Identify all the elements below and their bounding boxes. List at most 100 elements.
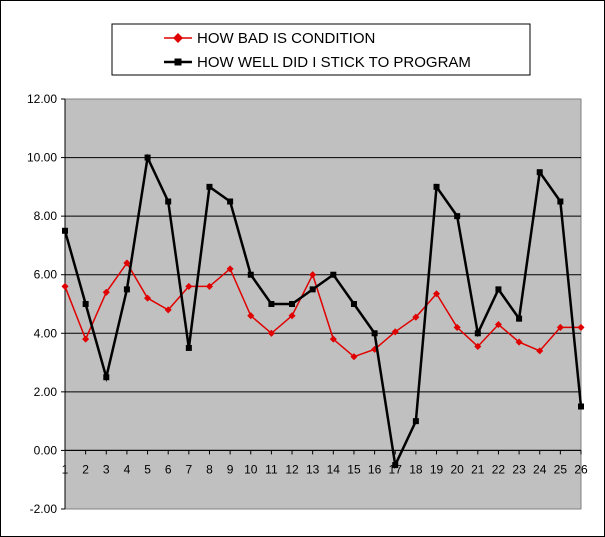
y-tick-label: -2.00 (30, 502, 58, 516)
data-point (432, 290, 441, 298)
series-line (63, 153, 583, 470)
x-tick-label: 9 (227, 462, 234, 476)
data-point (391, 328, 399, 336)
legend: HOW BAD IS CONDITION HOW WELL DID I STIC… (111, 23, 531, 76)
y-tick-label: 0.00 (34, 443, 58, 457)
x-tick-label: 13 (306, 462, 320, 476)
y-axis: 12.00 10.00 8.00 6.00 4.00 2.00 0.00 -2.00 (27, 92, 66, 516)
x-tick-label: 7 (185, 462, 192, 476)
data-point (495, 286, 502, 293)
data-point (226, 265, 234, 273)
x-tick-label: 2 (82, 462, 89, 476)
data-point (165, 198, 172, 205)
y-tick-label: 4.00 (34, 326, 58, 340)
data-point (350, 353, 358, 361)
data-point (61, 282, 69, 290)
data-point (536, 169, 543, 176)
x-tick-label: 12 (285, 462, 299, 476)
data-point (577, 323, 585, 331)
data-point (412, 313, 420, 321)
data-point (268, 301, 275, 307)
legend-label-series-1: HOW BAD IS CONDITION (197, 30, 375, 47)
data-point (350, 301, 357, 307)
y-tick-label: 8.00 (34, 209, 58, 223)
data-point (515, 338, 523, 346)
x-tick-label: 21 (471, 462, 485, 476)
series-1 (61, 259, 585, 361)
x-tick-label: 24 (533, 462, 547, 476)
data-point (185, 282, 193, 290)
data-point (82, 335, 90, 343)
data-point (82, 301, 89, 307)
data-point (474, 342, 482, 350)
x-tick-label: 8 (206, 462, 213, 476)
data-point (164, 306, 172, 314)
data-point (227, 198, 234, 205)
x-tick-label: 23 (512, 462, 526, 476)
data-point (474, 330, 481, 337)
data-point (494, 320, 502, 329)
y-tick-label: 10.00 (27, 151, 57, 165)
data-point (267, 329, 275, 337)
series-line (64, 261, 581, 358)
x-tick-label: 11 (265, 462, 278, 476)
x-tick-label: 1 (62, 462, 69, 476)
data-point (557, 198, 564, 205)
legend-box (111, 23, 531, 76)
series-layer (61, 153, 585, 470)
legend-marker-series-2 (174, 58, 182, 66)
x-tick-label: 22 (492, 462, 506, 476)
y-tick-label: 12.00 (27, 92, 57, 106)
data-point (62, 227, 68, 234)
x-tick-label: 17 (389, 462, 403, 476)
x-tick-label: 10 (244, 462, 258, 476)
data-point (412, 418, 419, 425)
data-point (329, 335, 337, 343)
data-point (516, 315, 523, 322)
data-point (433, 183, 440, 190)
x-tick-label: 3 (103, 462, 110, 476)
x-tick-label: 19 (430, 462, 444, 476)
x-tick-label: 5 (144, 462, 151, 476)
legend-marker-series-1 (173, 33, 183, 43)
data-point (453, 323, 461, 331)
y-tick-label: 6.00 (34, 268, 58, 282)
data-point (556, 323, 564, 331)
data-point (289, 301, 296, 307)
x-tick-label: 14 (327, 462, 341, 476)
legend-label-series-2: HOW WELL DID I STICK TO PROGRAM (197, 54, 471, 71)
data-point (102, 288, 110, 296)
y-tick-label: 2.00 (34, 385, 58, 399)
x-tick-label: 20 (450, 462, 464, 476)
data-point (392, 462, 399, 469)
data-point (247, 312, 255, 320)
data-point (309, 286, 316, 293)
x-tick-label: 16 (368, 462, 382, 476)
data-point (578, 403, 584, 410)
data-point (205, 282, 214, 290)
data-point (185, 344, 192, 351)
data-point (371, 330, 378, 337)
data-point (288, 312, 296, 320)
data-point (103, 374, 110, 381)
data-point (309, 271, 317, 279)
x-tick-label: 25 (554, 462, 568, 476)
x-axis: 1 2 3 4 5 6 7 8 9 10 11 12 13 14 15 16 17 18 19 20 21 22 23 24 2… (62, 449, 588, 476)
data-point (144, 154, 151, 161)
x-tick-label: 18 (409, 462, 423, 476)
plot-area (64, 98, 582, 510)
data-point (247, 271, 254, 278)
data-point (123, 286, 130, 293)
data-point (536, 347, 544, 355)
x-tick-label: 15 (347, 462, 361, 476)
x-tick-label: 26 (574, 462, 588, 476)
data-point (123, 259, 131, 267)
x-tick-label: 4 (124, 462, 131, 476)
data-point (454, 213, 461, 220)
x-tick-label: 6 (165, 462, 172, 476)
series-2 (62, 153, 584, 470)
data-point (206, 183, 213, 190)
data-point (330, 271, 337, 278)
